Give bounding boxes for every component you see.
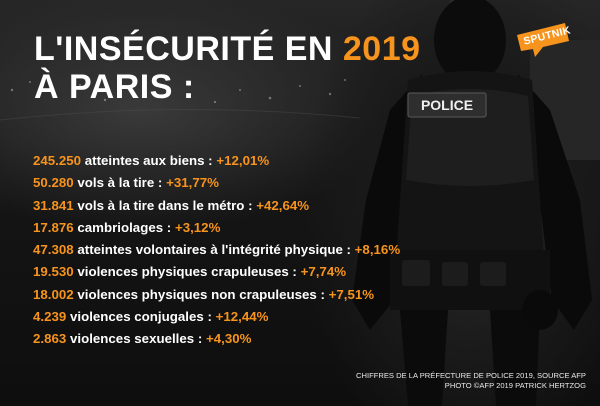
stat-label: violences physiques crapuleuses : [77, 264, 297, 280]
stat-change: +31,77% [166, 175, 219, 191]
stat-number: 50.280 [33, 175, 74, 191]
stat-number: 2.863 [33, 331, 67, 347]
stat-number: 19.530 [33, 264, 74, 280]
stat-row: 245.250 atteintes aux biens : +12,01% [33, 150, 400, 172]
stat-number: 245.250 [33, 153, 82, 168]
stat-row: 50.280 vols à la tire : +31,77% [33, 172, 400, 194]
stat-row: 18.002 violences physiques non crapuleus… [33, 284, 400, 306]
stat-row: 2.863 violences sexuelles : +4,30% [33, 328, 400, 350]
stat-number: 31.841 [33, 197, 74, 213]
stat-label: vols à la tire : [77, 175, 163, 191]
stat-row: 4.239 violences conjugales : +12,44% [33, 306, 400, 328]
stat-label: atteintes aux biens : [84, 153, 213, 168]
title-line-2: à Paris : [34, 68, 195, 106]
stat-change: +7,51% [328, 286, 375, 302]
stat-label: violences physiques non crapuleuses : [77, 286, 325, 302]
stat-number: 4.239 [33, 309, 67, 325]
stat-number: 17.876 [33, 219, 74, 235]
stat-change: +12,01% [216, 153, 270, 168]
statistics-list: 245.250 atteintes aux biens : +12,01% 50… [33, 150, 400, 351]
street-lights-background [0, 79, 360, 121]
sputnik-logo-icon [517, 23, 569, 57]
stat-row: 17.876 cambriolages : +3,12% [33, 217, 400, 239]
stat-number: 18.002 [33, 286, 74, 302]
stat-row: 19.530 violences physiques crapuleuses :… [33, 261, 400, 283]
stat-label: cambriolages : [77, 219, 172, 235]
stat-change: +12,44% [215, 309, 269, 325]
stat-change: +3,12% [174, 219, 221, 235]
police-officer-photo: POLICE [352, 0, 600, 406]
stat-row: 47.308 atteintes volontaires à l'intégri… [33, 239, 400, 261]
photo-credits: Chiffres de la Préfecture de Police 2019… [356, 371, 586, 391]
title-year: 2019 [342, 30, 421, 68]
title-line-1: L'insécurité en [34, 30, 343, 68]
stat-label: violences conjugales : [69, 309, 212, 325]
stat-label: atteintes volontaires à l'intégrité phys… [77, 242, 351, 258]
stat-change: +7,74% [300, 264, 347, 280]
stat-number: 47.308 [33, 242, 74, 258]
stat-label: violences sexuelles : [69, 331, 203, 347]
credits-photo: Photo ©AFP 2019 Patrick Hertzog [444, 381, 586, 390]
stat-label: vols à la tire dans le métro : [77, 197, 253, 213]
vest-police-label: POLICE [421, 97, 473, 113]
credits-source: Chiffres de la Préfecture de Police 2019… [356, 371, 586, 380]
stat-change: +4,30% [206, 331, 252, 347]
stat-row: 31.841 vols à la tire dans le métro : +4… [33, 195, 400, 217]
stat-change: +8,16% [354, 242, 401, 258]
page-title: L'insécurité en 2019 à Paris : [34, 30, 421, 106]
stat-change: +42,64% [256, 197, 310, 213]
